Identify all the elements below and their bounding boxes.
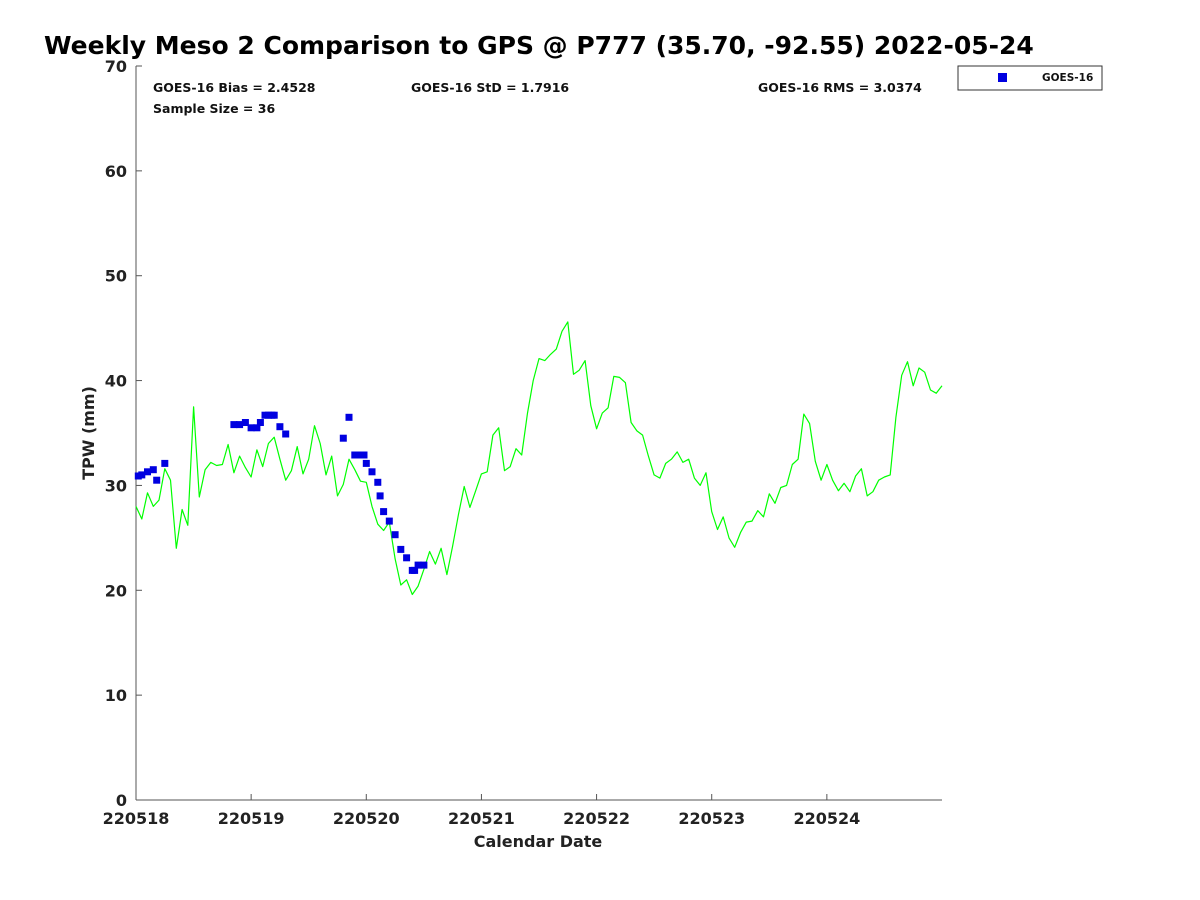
goes-16-point: [391, 531, 399, 539]
legend-marker: [998, 73, 1007, 82]
goes-16-point: [351, 451, 359, 459]
y-tick-label: 0: [116, 791, 127, 810]
goes-16-point-series: [134, 411, 428, 574]
goes-16-point: [362, 459, 370, 467]
x-tick-label: 220522: [563, 809, 630, 828]
goes-16-point: [345, 413, 353, 421]
y-tick-label: 10: [105, 686, 127, 705]
goes-16-point: [282, 430, 290, 438]
goes-16-point: [144, 468, 151, 476]
goes-16-point: [276, 423, 284, 431]
goes-16-point: [253, 424, 261, 432]
y-axis-label: TPW (mm): [79, 386, 98, 480]
goes-16-point: [153, 476, 161, 484]
y-tick-label: 20: [105, 581, 127, 600]
goes-16-point: [420, 561, 428, 569]
goes-16-point: [230, 421, 238, 429]
goes-16-point: [411, 566, 419, 574]
goes-16-point: [397, 545, 405, 553]
legend-box: [957, 65, 1103, 91]
goes-16-point: [270, 411, 278, 419]
x-tick-label: 220518: [103, 809, 170, 828]
y-tick-label: 70: [105, 57, 127, 76]
sample-size-stat: Sample Size = 36: [153, 101, 275, 116]
chart-title: Weekly Meso 2 Comparison to GPS @ P777 (…: [44, 31, 1034, 60]
x-tick-label: 220519: [218, 809, 285, 828]
x-tick-label: 220523: [678, 809, 745, 828]
goes-16-point: [376, 492, 384, 500]
y-ticks: 0 10 20 30 40 50 60 70: [105, 57, 142, 810]
goes-16-point: [403, 554, 411, 562]
y-tick-label: 50: [105, 267, 127, 286]
goes-16-point: [339, 434, 347, 442]
goes-16-point: [236, 421, 244, 429]
std-stat: GOES-16 StD = 1.7916: [411, 80, 569, 95]
plot-area: 0 10 20 30 40 50 60 70 220518 220519 220520 220521…: [103, 57, 943, 828]
goes-16-point: [256, 419, 264, 426]
goes-16-point: [247, 424, 255, 432]
goes-16-point: [360, 451, 368, 459]
y-tick-label: 60: [105, 162, 127, 181]
goes-16-point: [385, 517, 393, 525]
goes-16-point: [161, 459, 169, 467]
goes-16-point: [241, 419, 249, 426]
gps-line-series: [135, 321, 943, 596]
gps-line: [135, 321, 943, 596]
goes-16-point: [380, 508, 388, 516]
goes-16-point: [374, 478, 382, 486]
legend: GOES-16: [957, 65, 1103, 91]
x-ticks: 220518 220519 220520 220521 220522 220523 2205…: [103, 794, 860, 828]
goes-16-point: [414, 561, 422, 569]
goes-16-point: [368, 468, 376, 476]
x-tick-label: 220524: [793, 809, 860, 828]
legend-label: GOES-16: [1042, 72, 1093, 84]
rms-stat: GOES-16 RMS = 3.0374: [758, 80, 922, 95]
x-tick-label: 220520: [333, 809, 400, 828]
y-tick-label: 40: [105, 372, 127, 391]
y-tick-label: 30: [105, 476, 127, 495]
bias-stat: GOES-16 Bias = 2.4528: [153, 80, 315, 95]
goes-16-point: [138, 471, 146, 479]
goes-16-point: [149, 466, 157, 474]
stats-annotations: GOES-16 Bias = 2.4528 GOES-16 StD = 1.79…: [153, 80, 922, 116]
x-tick-label: 220521: [448, 809, 515, 828]
x-axis-label: Calendar Date: [474, 832, 603, 851]
